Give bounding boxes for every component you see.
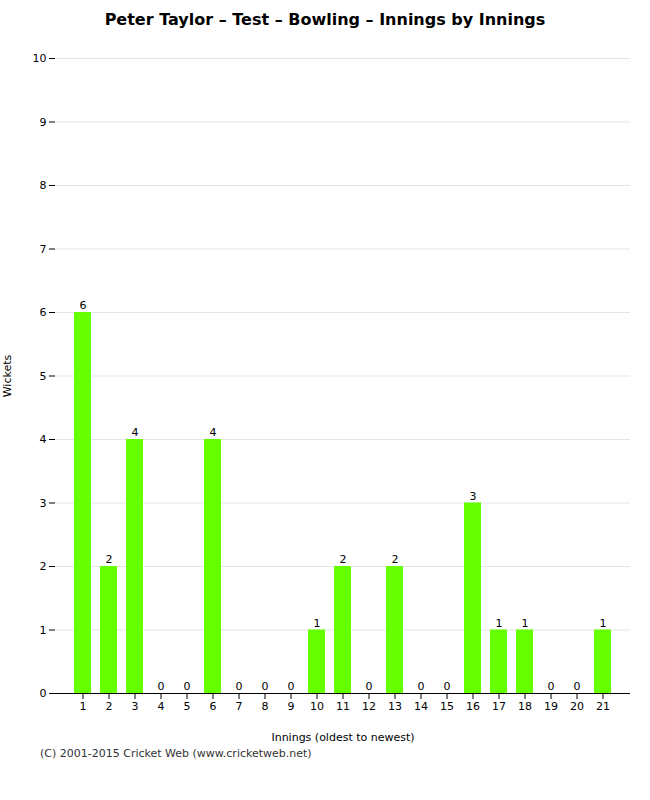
svg-text:3: 3	[470, 490, 477, 503]
svg-text:0: 0	[158, 680, 165, 693]
svg-text:10: 10	[33, 52, 47, 65]
svg-text:1: 1	[522, 617, 529, 630]
svg-text:Wickets: Wickets	[1, 354, 14, 397]
svg-text:0: 0	[288, 680, 295, 693]
svg-text:4: 4	[158, 700, 165, 713]
svg-text:8: 8	[40, 179, 47, 192]
svg-text:3: 3	[40, 497, 47, 510]
svg-text:10: 10	[310, 700, 324, 713]
svg-text:15: 15	[440, 700, 454, 713]
svg-text:0: 0	[184, 680, 191, 693]
svg-text:2: 2	[40, 560, 47, 573]
svg-text:4: 4	[210, 426, 217, 439]
svg-text:9: 9	[40, 116, 47, 129]
svg-text:0: 0	[236, 680, 243, 693]
svg-text:0: 0	[40, 687, 47, 700]
svg-text:1: 1	[600, 617, 607, 630]
svg-text:14: 14	[414, 700, 428, 713]
svg-text:2: 2	[106, 700, 113, 713]
svg-text:19: 19	[544, 700, 558, 713]
svg-text:1: 1	[496, 617, 503, 630]
svg-text:0: 0	[366, 680, 373, 693]
svg-text:3: 3	[132, 700, 139, 713]
svg-text:7: 7	[236, 700, 243, 713]
svg-text:4: 4	[132, 426, 139, 439]
svg-text:12: 12	[362, 700, 376, 713]
svg-text:0: 0	[548, 680, 555, 693]
svg-text:7: 7	[40, 243, 47, 256]
svg-text:11: 11	[336, 700, 350, 713]
svg-text:0: 0	[574, 680, 581, 693]
svg-text:1: 1	[314, 617, 321, 630]
svg-text:16: 16	[466, 700, 480, 713]
svg-text:0: 0	[444, 680, 451, 693]
svg-text:2: 2	[392, 553, 399, 566]
svg-text:Innings (oldest to newest): Innings (oldest to newest)	[271, 731, 414, 744]
html-text:Peter Taylor – Test – Bowling: Peter Taylor – Test – Bowling – Innings …	[104, 10, 546, 29]
svg-text:17: 17	[492, 700, 506, 713]
html-text:(C) 2001-2015 Cricket Web (www: (C) 2001-2015 Cricket Web (www.cricketwe…	[40, 747, 312, 760]
svg-text:2: 2	[340, 553, 347, 566]
svg-text:1: 1	[80, 700, 87, 713]
svg-text:18: 18	[518, 700, 532, 713]
svg-text:6: 6	[40, 306, 47, 319]
svg-text:0: 0	[418, 680, 425, 693]
svg-text:6: 6	[210, 700, 217, 713]
svg-text:0: 0	[262, 680, 269, 693]
svg-text:5: 5	[184, 700, 191, 713]
svg-text:4: 4	[40, 433, 47, 446]
svg-text:20: 20	[570, 700, 584, 713]
svg-text:21: 21	[596, 700, 610, 713]
svg-text:8: 8	[262, 700, 269, 713]
svg-text:2: 2	[106, 553, 113, 566]
svg-text:13: 13	[388, 700, 402, 713]
svg-text:1: 1	[40, 624, 47, 637]
svg-text:6: 6	[80, 299, 87, 312]
svg-text:5: 5	[40, 370, 47, 383]
svg-text:9: 9	[288, 700, 295, 713]
